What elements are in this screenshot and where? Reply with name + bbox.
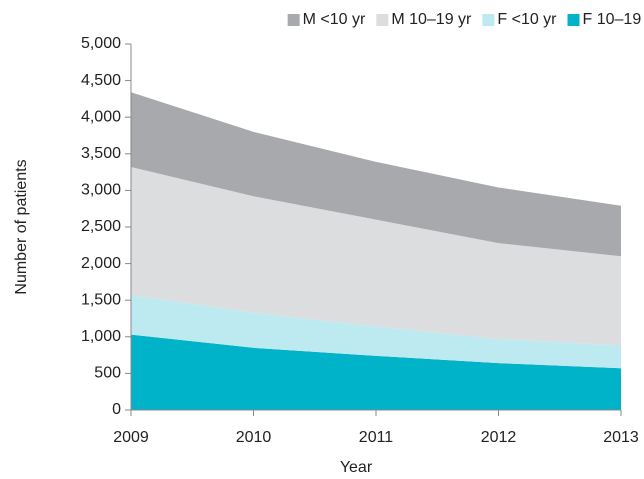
y-tick-label: 1,000: [81, 328, 121, 345]
legend-swatch: [376, 14, 389, 26]
y-tick-label: 1,500: [81, 291, 121, 308]
area: [131, 166, 621, 346]
x-tick-label: 2009: [113, 429, 149, 446]
x-tick-label: 2013: [603, 429, 639, 446]
area: [131, 334, 621, 410]
y-tick-label: 4,500: [81, 72, 121, 89]
legend-swatch: [287, 14, 300, 26]
legend-label: M 10–19 yr: [391, 11, 472, 28]
area: [131, 295, 621, 369]
y-axis-title: Number of patients: [13, 159, 30, 294]
area: [131, 92, 621, 257]
legend-label: M <10 yr: [303, 11, 366, 28]
x-tick-label: 2011: [359, 429, 394, 446]
y-tick-label: 2,000: [81, 255, 121, 272]
y-tick-label: 5,000: [81, 35, 121, 52]
x-tick-label: 2012: [481, 429, 517, 446]
x-axis-title: Year: [340, 459, 373, 476]
legend-swatch: [567, 14, 580, 26]
y-tick-label: 3,500: [81, 145, 121, 162]
y-tick-label: 3,000: [81, 182, 121, 199]
y-tick-label: 0: [112, 401, 121, 418]
legend-label: F 10–19 yr: [583, 11, 644, 28]
legend-label: F <10 yr: [497, 11, 557, 28]
x-tick-label: 2010: [236, 429, 272, 446]
y-tick-label: 4,000: [81, 108, 121, 125]
legend-swatch: [482, 14, 495, 26]
y-tick-label: 500: [94, 365, 121, 382]
y-tick-label: 2,500: [81, 218, 121, 235]
